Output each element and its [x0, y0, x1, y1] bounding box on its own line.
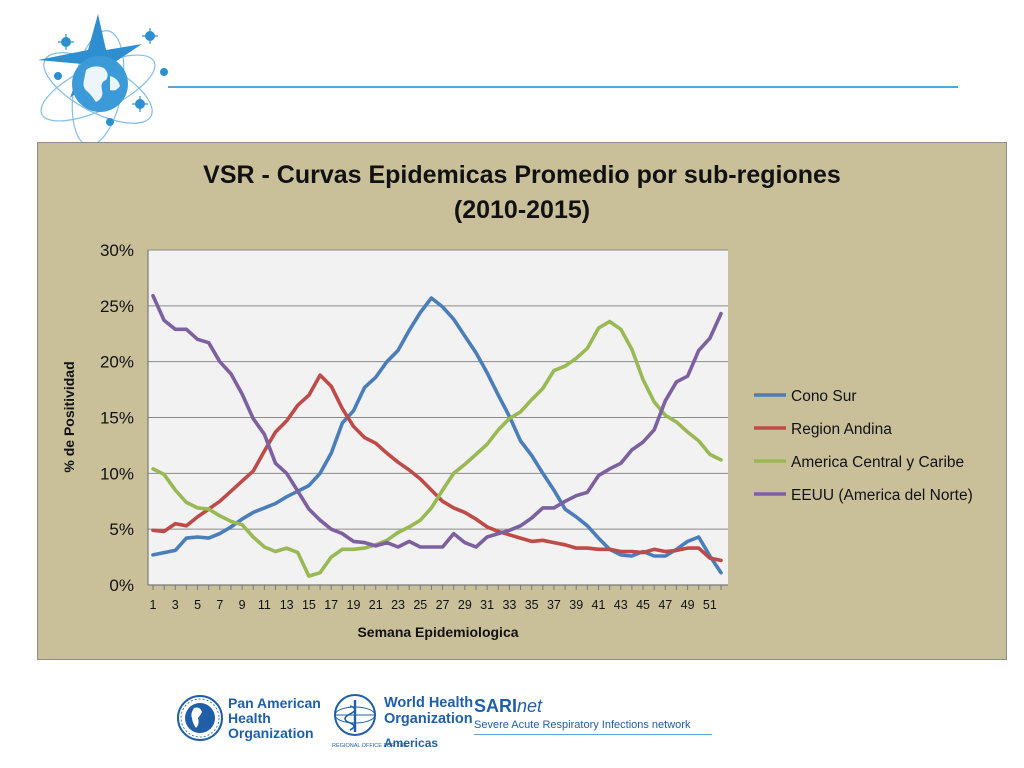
who-name-line-2: Organization: [384, 711, 473, 727]
y-tick-label: 0%: [109, 576, 134, 595]
paho-name-line-1: Pan American: [228, 695, 321, 711]
epidemic-curves-chart: VSR - Curvas Epidemicas Promedio por sub…: [61, 161, 973, 640]
y-tick-label: 15%: [100, 409, 134, 428]
sarinet-globe-emblem: [38, 14, 168, 142]
x-tick-label: 7: [216, 598, 223, 612]
x-tick-label: 9: [239, 598, 246, 612]
y-axis-label: % de Positividad: [61, 361, 77, 472]
y-tick-label: 5%: [109, 520, 134, 539]
sarinet-tagline: Severe Acute Respiratory Infections netw…: [474, 719, 691, 731]
who-emblem-icon: [334, 694, 376, 736]
chart-title: VSR - Curvas Epidemicas Promedio por sub…: [203, 161, 841, 189]
y-tick-label: 25%: [100, 297, 134, 316]
x-tick-label: 39: [569, 598, 583, 612]
x-tick-label: 17: [324, 598, 338, 612]
series-line-1: [151, 296, 723, 575]
y-tick-label: 30%: [100, 241, 134, 260]
legend-label: America Central y Caribe: [791, 454, 964, 471]
x-tick-label: 35: [525, 598, 539, 612]
x-tick-label: 1: [150, 598, 157, 612]
chart-panel: VSR - Curvas Epidemicas Promedio por sub…: [37, 142, 1007, 660]
sarinet-wordmark: SARInet: [474, 696, 542, 716]
x-tick-label: 37: [547, 598, 561, 612]
series-line-3: [151, 319, 723, 578]
sarinet-italic: net: [517, 696, 543, 716]
who-regional-americas: Americas: [384, 736, 439, 750]
paho-seal-icon: [177, 695, 223, 741]
who-regional-small: REGIONAL OFFICE FOR THE: [332, 743, 408, 749]
x-tick-label: 33: [502, 598, 516, 612]
x-tick-label: 19: [347, 598, 361, 612]
paho-name-line-2: Health: [228, 710, 271, 726]
chart-subtitle: (2010-2015): [454, 196, 590, 224]
sarinet-underline: [474, 734, 712, 735]
x-tick-label: 13: [280, 598, 294, 612]
y-tick-label: 20%: [100, 353, 134, 372]
x-tick-label: 25: [413, 598, 427, 612]
x-tick-label: 51: [703, 598, 717, 612]
x-tick-label: 23: [391, 598, 405, 612]
x-tick-label: 41: [592, 598, 606, 612]
x-tick-label: 49: [681, 598, 695, 612]
x-tick-label: 11: [258, 598, 271, 612]
legend-label: Cono Sur: [791, 388, 856, 405]
paho-name-line-3: Organization: [228, 725, 314, 741]
x-tick-label: 45: [636, 598, 650, 612]
sarinet-bold: SARI: [474, 696, 518, 716]
who-name-line-1: World Health: [384, 695, 474, 711]
series-line-4: [151, 294, 723, 549]
x-tick-label: 27: [436, 598, 450, 612]
x-tick-label: 31: [480, 598, 494, 612]
y-tick-label: 10%: [100, 464, 134, 483]
legend-label: EEUU (America del Norte): [791, 487, 973, 504]
x-tick-label: 15: [302, 598, 316, 612]
x-tick-label: 29: [458, 598, 472, 612]
legend-label: Region Andina: [791, 421, 892, 438]
x-axis-label: Semana Epidemiologica: [357, 624, 518, 640]
x-tick-label: 43: [614, 598, 628, 612]
header-divider-line: [168, 86, 958, 88]
x-tick-label: 21: [369, 598, 383, 612]
footer-logos: Pan American Health Organization World H…: [170, 690, 730, 752]
x-tick-label: 47: [658, 598, 672, 612]
x-tick-label: 5: [194, 598, 201, 612]
x-tick-label: 3: [172, 598, 179, 612]
